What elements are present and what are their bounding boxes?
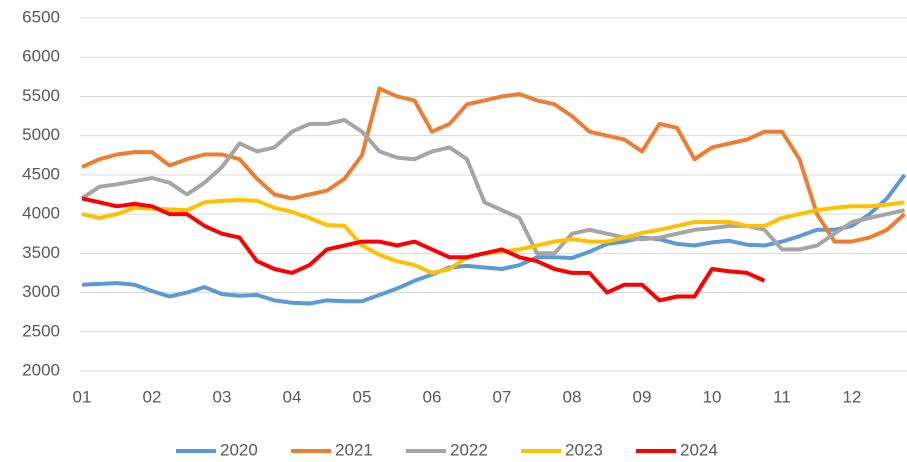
series-line [81, 198, 905, 275]
y-tick-label: 6500 [22, 7, 60, 26]
series-line [81, 173, 907, 306]
x-tick-label: 05 [353, 387, 372, 406]
y-tick-label: 3500 [22, 243, 60, 262]
x-tick-label: 12 [843, 387, 862, 406]
legend-label: 2021 [335, 440, 373, 459]
x-tick-label: 09 [633, 387, 652, 406]
y-tick-label: 5000 [22, 125, 60, 144]
y-tick-label: 6000 [22, 47, 60, 66]
x-tick-label: 01 [73, 387, 92, 406]
series-line [80, 118, 905, 256]
x-tick-label: 08 [563, 387, 582, 406]
x-tick-label: 11 [773, 387, 791, 406]
x-tick-label: 03 [213, 387, 232, 406]
x-tick-label: 10 [703, 387, 722, 406]
x-tick-label: 07 [493, 387, 512, 406]
y-tick-label: 2000 [22, 360, 60, 379]
y-tick-label: 5500 [22, 86, 60, 105]
y-tick-label: 4000 [22, 204, 60, 223]
legend-label: 2020 [220, 440, 258, 459]
x-tick-label: 06 [423, 387, 442, 406]
legend-label: 2023 [565, 440, 603, 459]
x-tick-label: 04 [283, 387, 302, 406]
series-line [81, 196, 766, 303]
series-line [81, 86, 906, 244]
y-tick-label: 4500 [22, 164, 60, 183]
legend-label: 2024 [680, 440, 718, 459]
y-tick-label: 3000 [22, 282, 60, 301]
y-tick-label: 2500 [22, 321, 60, 340]
x-tick-label: 02 [143, 387, 162, 406]
legend-label: 2022 [450, 440, 488, 459]
